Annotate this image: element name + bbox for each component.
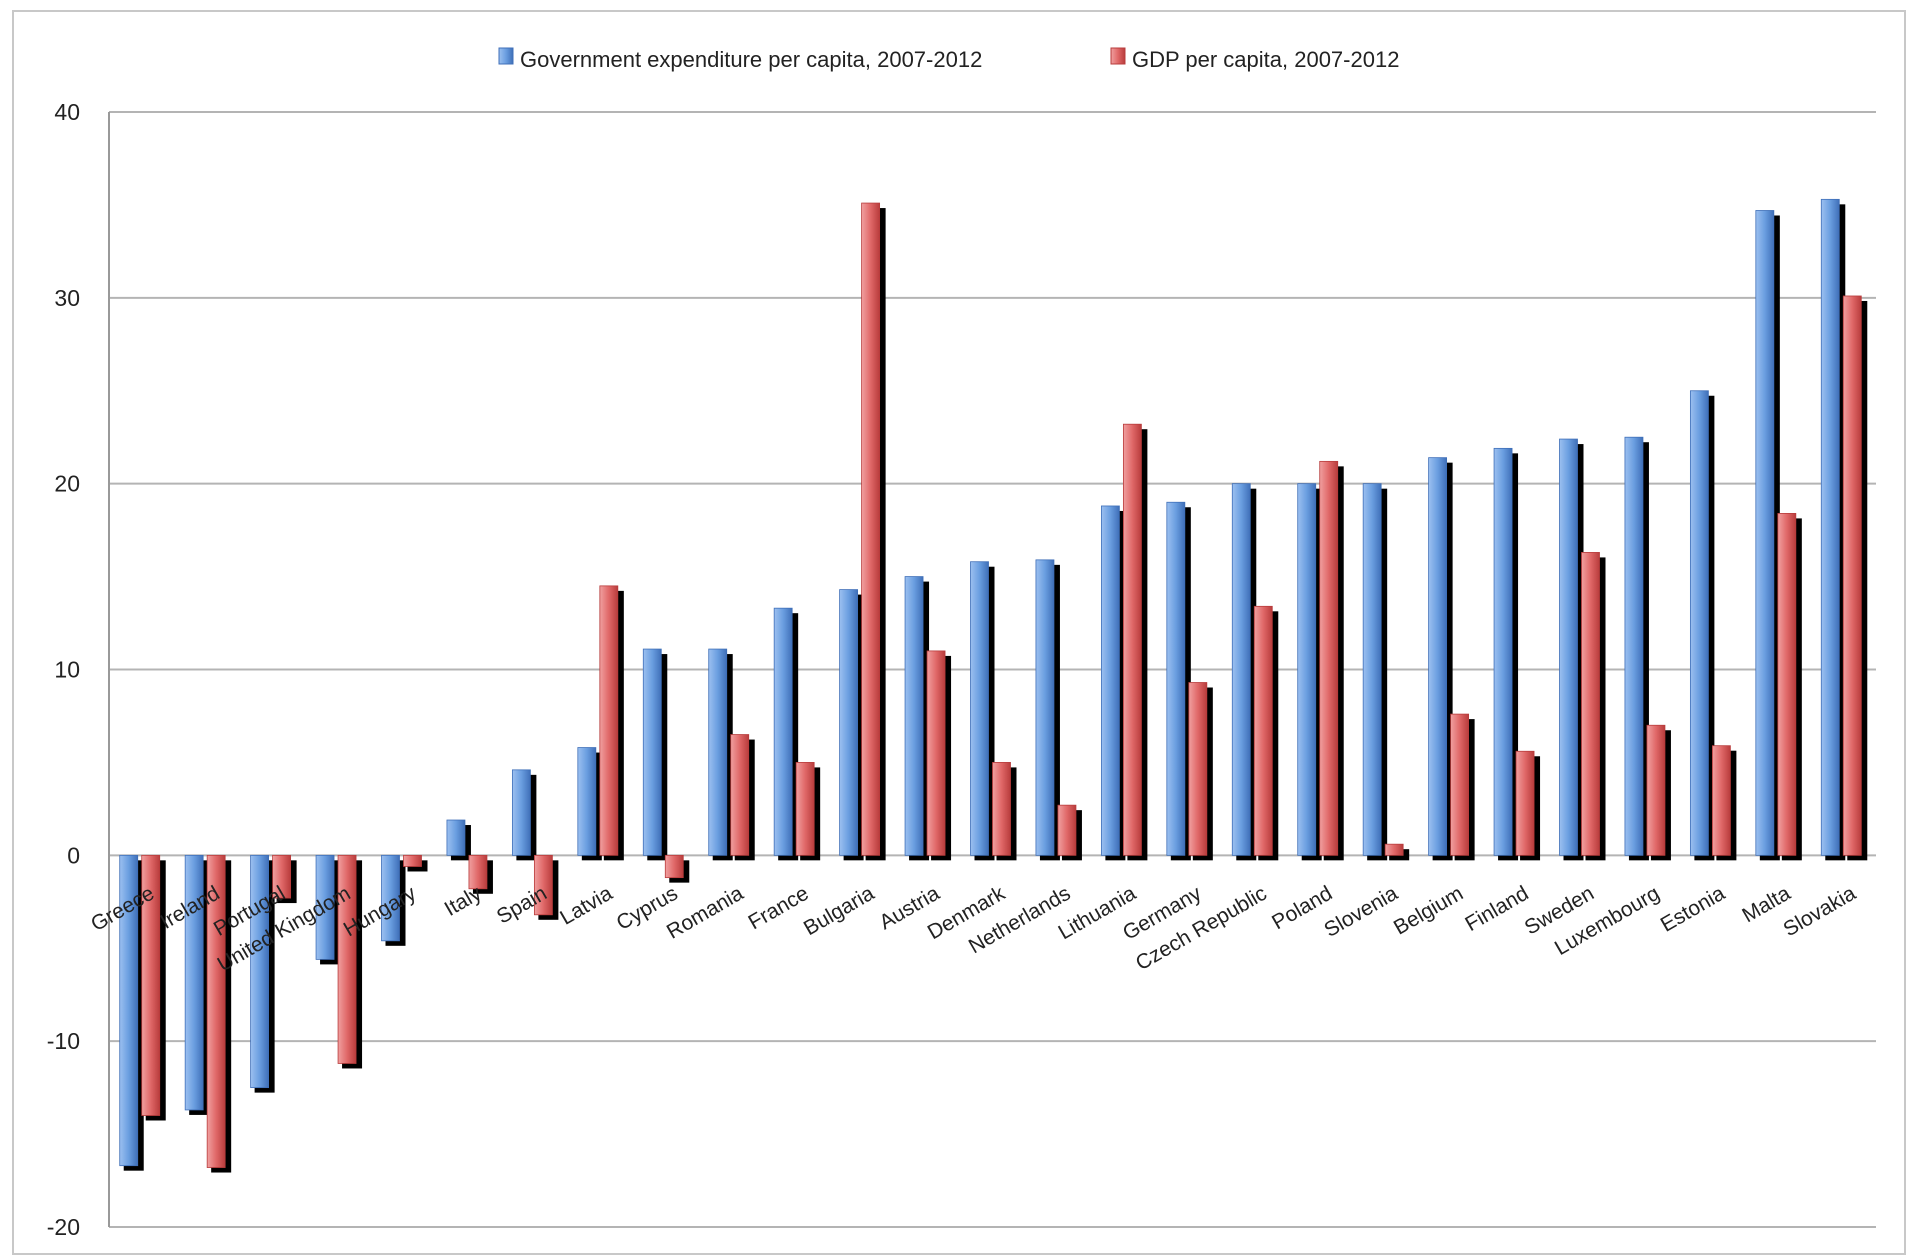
- bar-gdp-latvia: [599, 585, 619, 856]
- y-tick-label: 20: [54, 471, 80, 497]
- bar-government-expenditure-estonia: [1689, 390, 1709, 856]
- bar-gdp-austria: [926, 650, 946, 856]
- bar-government-expenditure-lithuania: [1100, 505, 1120, 856]
- bar-government-expenditure-sweden: [1559, 438, 1578, 856]
- y-tick-label: -10: [47, 1028, 80, 1054]
- bar-government-expenditure-czech-republic: [1231, 483, 1251, 856]
- bar-government-expenditure-france: [773, 607, 793, 856]
- bar-gdp-cyprus: [664, 854, 684, 879]
- y-tick-label: 10: [54, 657, 80, 683]
- bar-gdp-netherlands: [1057, 804, 1077, 856]
- bar-government-expenditure-hungary: [381, 854, 400, 942]
- bar-government-expenditure-finland: [1493, 447, 1513, 856]
- bars: [119, 198, 1862, 1168]
- bar-government-expenditure-belgium: [1428, 457, 1448, 856]
- bar-gdp-ireland: [206, 854, 226, 1168]
- bar-government-expenditure-ireland: [184, 854, 204, 1111]
- bar-gdp-bulgaria: [861, 202, 881, 856]
- bar-gdp-italy: [468, 854, 488, 890]
- bar-gdp-malta: [1777, 512, 1797, 856]
- x-category-label: Slovakia: [1780, 882, 1861, 942]
- bar-gdp-greece: [141, 854, 161, 1116]
- bar-government-expenditure-portugal: [250, 854, 270, 1089]
- bar-gdp-slovakia: [1842, 295, 1862, 856]
- bar-gdp-germany: [1188, 682, 1208, 856]
- bar-government-expenditure-germany: [1166, 501, 1186, 856]
- bar-government-expenditure-greece: [119, 854, 139, 1167]
- x-category-label: Latvia: [556, 882, 616, 930]
- bar-shadows: [123, 204, 1868, 1173]
- bar-government-expenditure-netherlands: [1035, 559, 1055, 856]
- bar-gdp-romania: [730, 734, 750, 856]
- bar-gdp-lithuania: [1122, 423, 1142, 856]
- bar-gdp-united-kingdom: [337, 854, 357, 1064]
- bar-gdp-poland: [1319, 460, 1339, 856]
- y-tick-label: -20: [47, 1214, 80, 1240]
- bar-chart: Government expenditure per capita, 2007-…: [47, 47, 1876, 1240]
- bar-gdp-denmark: [992, 762, 1011, 856]
- bar-gdp-czech-republic: [1253, 605, 1273, 856]
- bar-gdp-spain: [533, 854, 553, 916]
- bar-government-expenditure-poland: [1297, 483, 1317, 856]
- bar-government-expenditure-united-kingdom: [315, 854, 335, 960]
- y-axis-tick-labels: 40 30 20 10 0 -10 -20: [47, 99, 80, 1240]
- bar-gdp-sweden: [1581, 552, 1600, 856]
- bar-government-expenditure-cyprus: [642, 648, 662, 856]
- x-category-label: Finland: [1461, 882, 1532, 936]
- bar-government-expenditure-romania: [708, 648, 728, 856]
- bar-gdp-belgium: [1450, 713, 1470, 856]
- bar-government-expenditure-luxembourg: [1624, 436, 1644, 856]
- legend-swatch-government-expenditure: [498, 47, 514, 65]
- bar-government-expenditure-malta: [1755, 210, 1775, 856]
- x-category-label: Estonia: [1657, 882, 1729, 937]
- x-category-label: Slovenia: [1320, 882, 1402, 942]
- bar-gdp-luxembourg: [1646, 724, 1666, 856]
- bar-government-expenditure-slovenia: [1362, 483, 1382, 856]
- bar-gdp-hungary: [403, 854, 422, 867]
- x-category-label: Bulgaria: [800, 882, 879, 941]
- legend-label-government-expenditure: Government expenditure per capita, 2007-…: [520, 47, 982, 72]
- bar-government-expenditure-spain: [511, 769, 531, 856]
- bar-government-expenditure-slovakia: [1820, 198, 1840, 856]
- legend: Government expenditure per capita, 2007-…: [498, 47, 1399, 72]
- legend-swatch-gdp: [1110, 47, 1126, 65]
- bar-government-expenditure-bulgaria: [839, 589, 859, 856]
- bar-government-expenditure-italy: [446, 819, 466, 856]
- bar-gdp-estonia: [1711, 745, 1731, 856]
- bar-government-expenditure-austria: [904, 576, 924, 856]
- chart-frame: Government expenditure per capita, 2007-…: [12, 10, 1906, 1255]
- bar-government-expenditure-latvia: [577, 747, 597, 856]
- bar-gdp-finland: [1515, 750, 1535, 856]
- x-category-label: Belgium: [1390, 882, 1467, 940]
- y-tick-label: 0: [67, 842, 80, 868]
- bar-gdp-portugal: [272, 854, 292, 899]
- bar-gdp-france: [795, 762, 815, 856]
- y-tick-label: 40: [54, 99, 80, 125]
- x-category-label: Romania: [663, 882, 748, 944]
- bar-government-expenditure-denmark: [970, 561, 989, 856]
- y-tick-label: 30: [54, 285, 80, 311]
- bar-gdp-slovenia: [1384, 843, 1404, 856]
- legend-label-gdp: GDP per capita, 2007-2012: [1132, 47, 1399, 72]
- x-category-label: Spain: [493, 882, 551, 929]
